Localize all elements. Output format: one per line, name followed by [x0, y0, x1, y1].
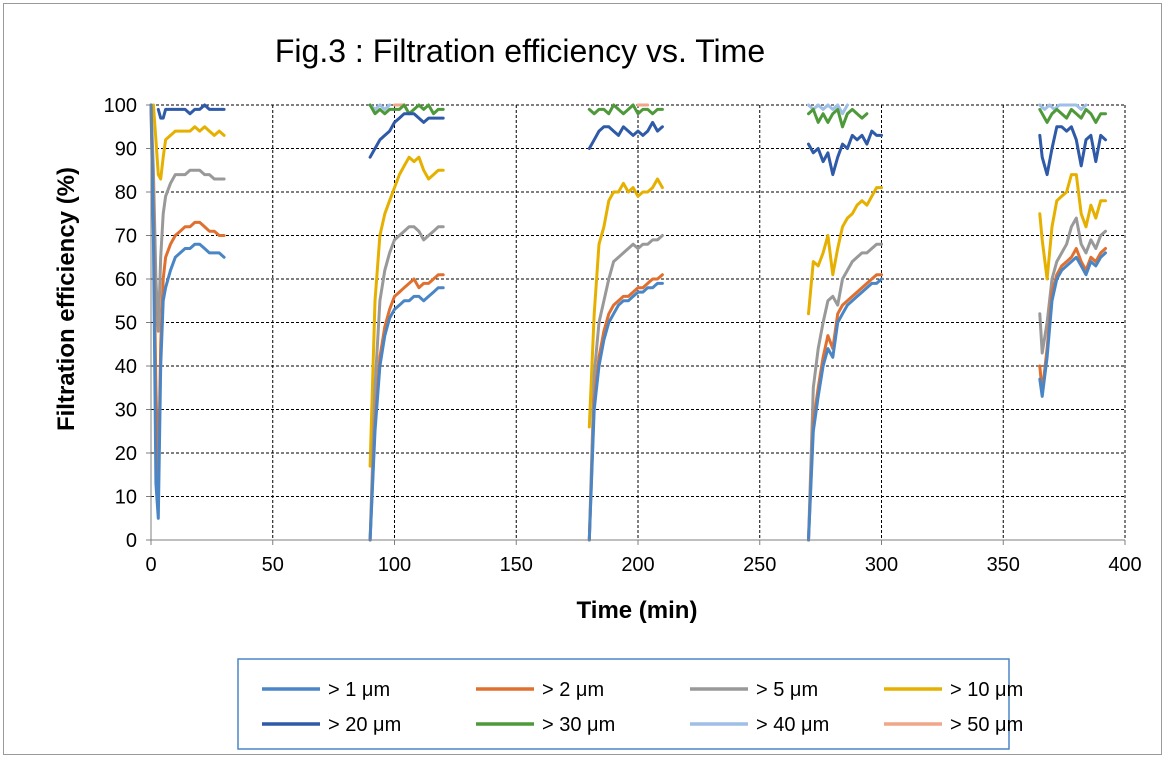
legend-label: > 40 μm [756, 714, 829, 736]
series-line-segment [807, 107, 869, 129]
x-tick-label: 200 [621, 554, 654, 576]
series-line-segment [807, 129, 883, 177]
y-tick-label: 40 [115, 356, 137, 378]
series-line-segment [807, 103, 849, 116]
x-tick-label: 300 [865, 554, 898, 576]
y-tick-label: 60 [115, 269, 137, 291]
y-tick-label: 0 [126, 530, 137, 552]
legend-label: > 5 μm [756, 679, 818, 701]
series-line-segment [587, 273, 664, 542]
y-axis-label: Filtration efficiency (%) [53, 167, 80, 431]
series-line-segment [587, 120, 664, 150]
series-line-segment [807, 273, 883, 542]
x-tick-label: 400 [1108, 554, 1141, 576]
y-tick-label: 20 [115, 443, 137, 465]
legend-items: > 1 μm > 2 μm > 5 μm > 10 μm > 20 μm > 30 μm >… [262, 679, 1023, 736]
x-tick-labels: 0 50 100 150 200 250 300 350 400 [145, 554, 1141, 576]
legend-entry: > 10 μm [884, 679, 1023, 701]
y-tick-label: 10 [115, 487, 137, 509]
series-line-segment [587, 103, 664, 116]
series-line-segment [368, 225, 445, 542]
series-line-segment [1038, 125, 1107, 177]
axes [146, 104, 1126, 545]
legend-label: > 50 μm [950, 714, 1023, 736]
series-line-segment [368, 273, 445, 542]
chart-frame: Fig.3 : Filtration efficiency vs. Time 0… [3, 3, 1162, 755]
series-10-m [151, 103, 1107, 468]
legend-label: > 1 μm [328, 679, 390, 701]
y-tick-label: 80 [115, 182, 137, 204]
chart-title: Fig.3 : Filtration efficiency vs. Time [275, 33, 765, 69]
y-tick-label: 30 [115, 400, 137, 422]
legend-box [237, 658, 1010, 750]
series-40-m [368, 103, 1088, 116]
series-line-segment [587, 281, 664, 542]
series-line-segment [368, 155, 445, 468]
series-line-segment [1038, 251, 1107, 398]
series-20-m [156, 103, 1107, 177]
series-line-segment [1038, 103, 1088, 111]
legend-entry: > 2 μm [476, 679, 604, 701]
legend-entry: > 1 μm [262, 679, 390, 701]
x-tick-label: 50 [262, 554, 284, 576]
x-axis-label: Time (min) [577, 597, 698, 624]
y-tick-label: 70 [115, 226, 137, 248]
series-line-segment [151, 103, 226, 181]
series-line-segment [149, 103, 226, 333]
series-line-segment [587, 177, 664, 429]
legend-label: > 2 μm [542, 679, 604, 701]
x-tick-label: 0 [145, 554, 156, 576]
series-line-segment [1038, 173, 1107, 281]
legend-label: > 20 μm [328, 714, 401, 736]
x-tick-label: 350 [987, 554, 1020, 576]
series-group [149, 103, 1107, 542]
y-tick-label: 90 [115, 139, 137, 161]
legend-entry: > 40 μm [690, 714, 829, 736]
legend-entry: > 20 μm [262, 714, 401, 736]
series-line-segment [368, 112, 445, 159]
line-chart: Fig.3 : Filtration efficiency vs. Time 0… [53, 33, 1142, 750]
series-line-segment [149, 103, 226, 520]
legend-label: > 10 μm [950, 679, 1023, 701]
y-tick-label: 100 [104, 95, 137, 117]
series-line-segment [1038, 216, 1107, 355]
y-tick-label: 50 [115, 313, 137, 335]
legend: > 1 μm > 2 μm > 5 μm > 10 μm > 20 μm > 30 μm >… [237, 658, 1023, 750]
series-line-segment [156, 103, 226, 120]
grid [151, 104, 1126, 540]
legend-entry: > 30 μm [476, 714, 615, 736]
legend-label: > 30 μm [542, 714, 615, 736]
x-tick-label: 100 [378, 554, 411, 576]
x-tick-label: 150 [500, 554, 533, 576]
series-line-segment [587, 234, 664, 542]
series-30-m [368, 103, 1107, 129]
series-line-segment [807, 242, 883, 542]
y-tick-labels: 0 10 20 30 40 50 60 70 80 90 100 [104, 95, 137, 552]
series-line-segment [1038, 107, 1107, 124]
series-5-m [149, 103, 1107, 542]
legend-entry: > 50 μm [884, 714, 1023, 736]
series-line-segment [368, 103, 445, 116]
series-line-segment [807, 277, 883, 542]
x-tick-label: 250 [743, 554, 776, 576]
legend-entry: > 5 μm [690, 679, 818, 701]
series-line-segment [807, 186, 883, 316]
series-line-segment [368, 286, 445, 542]
series-1-m [149, 103, 1107, 542]
